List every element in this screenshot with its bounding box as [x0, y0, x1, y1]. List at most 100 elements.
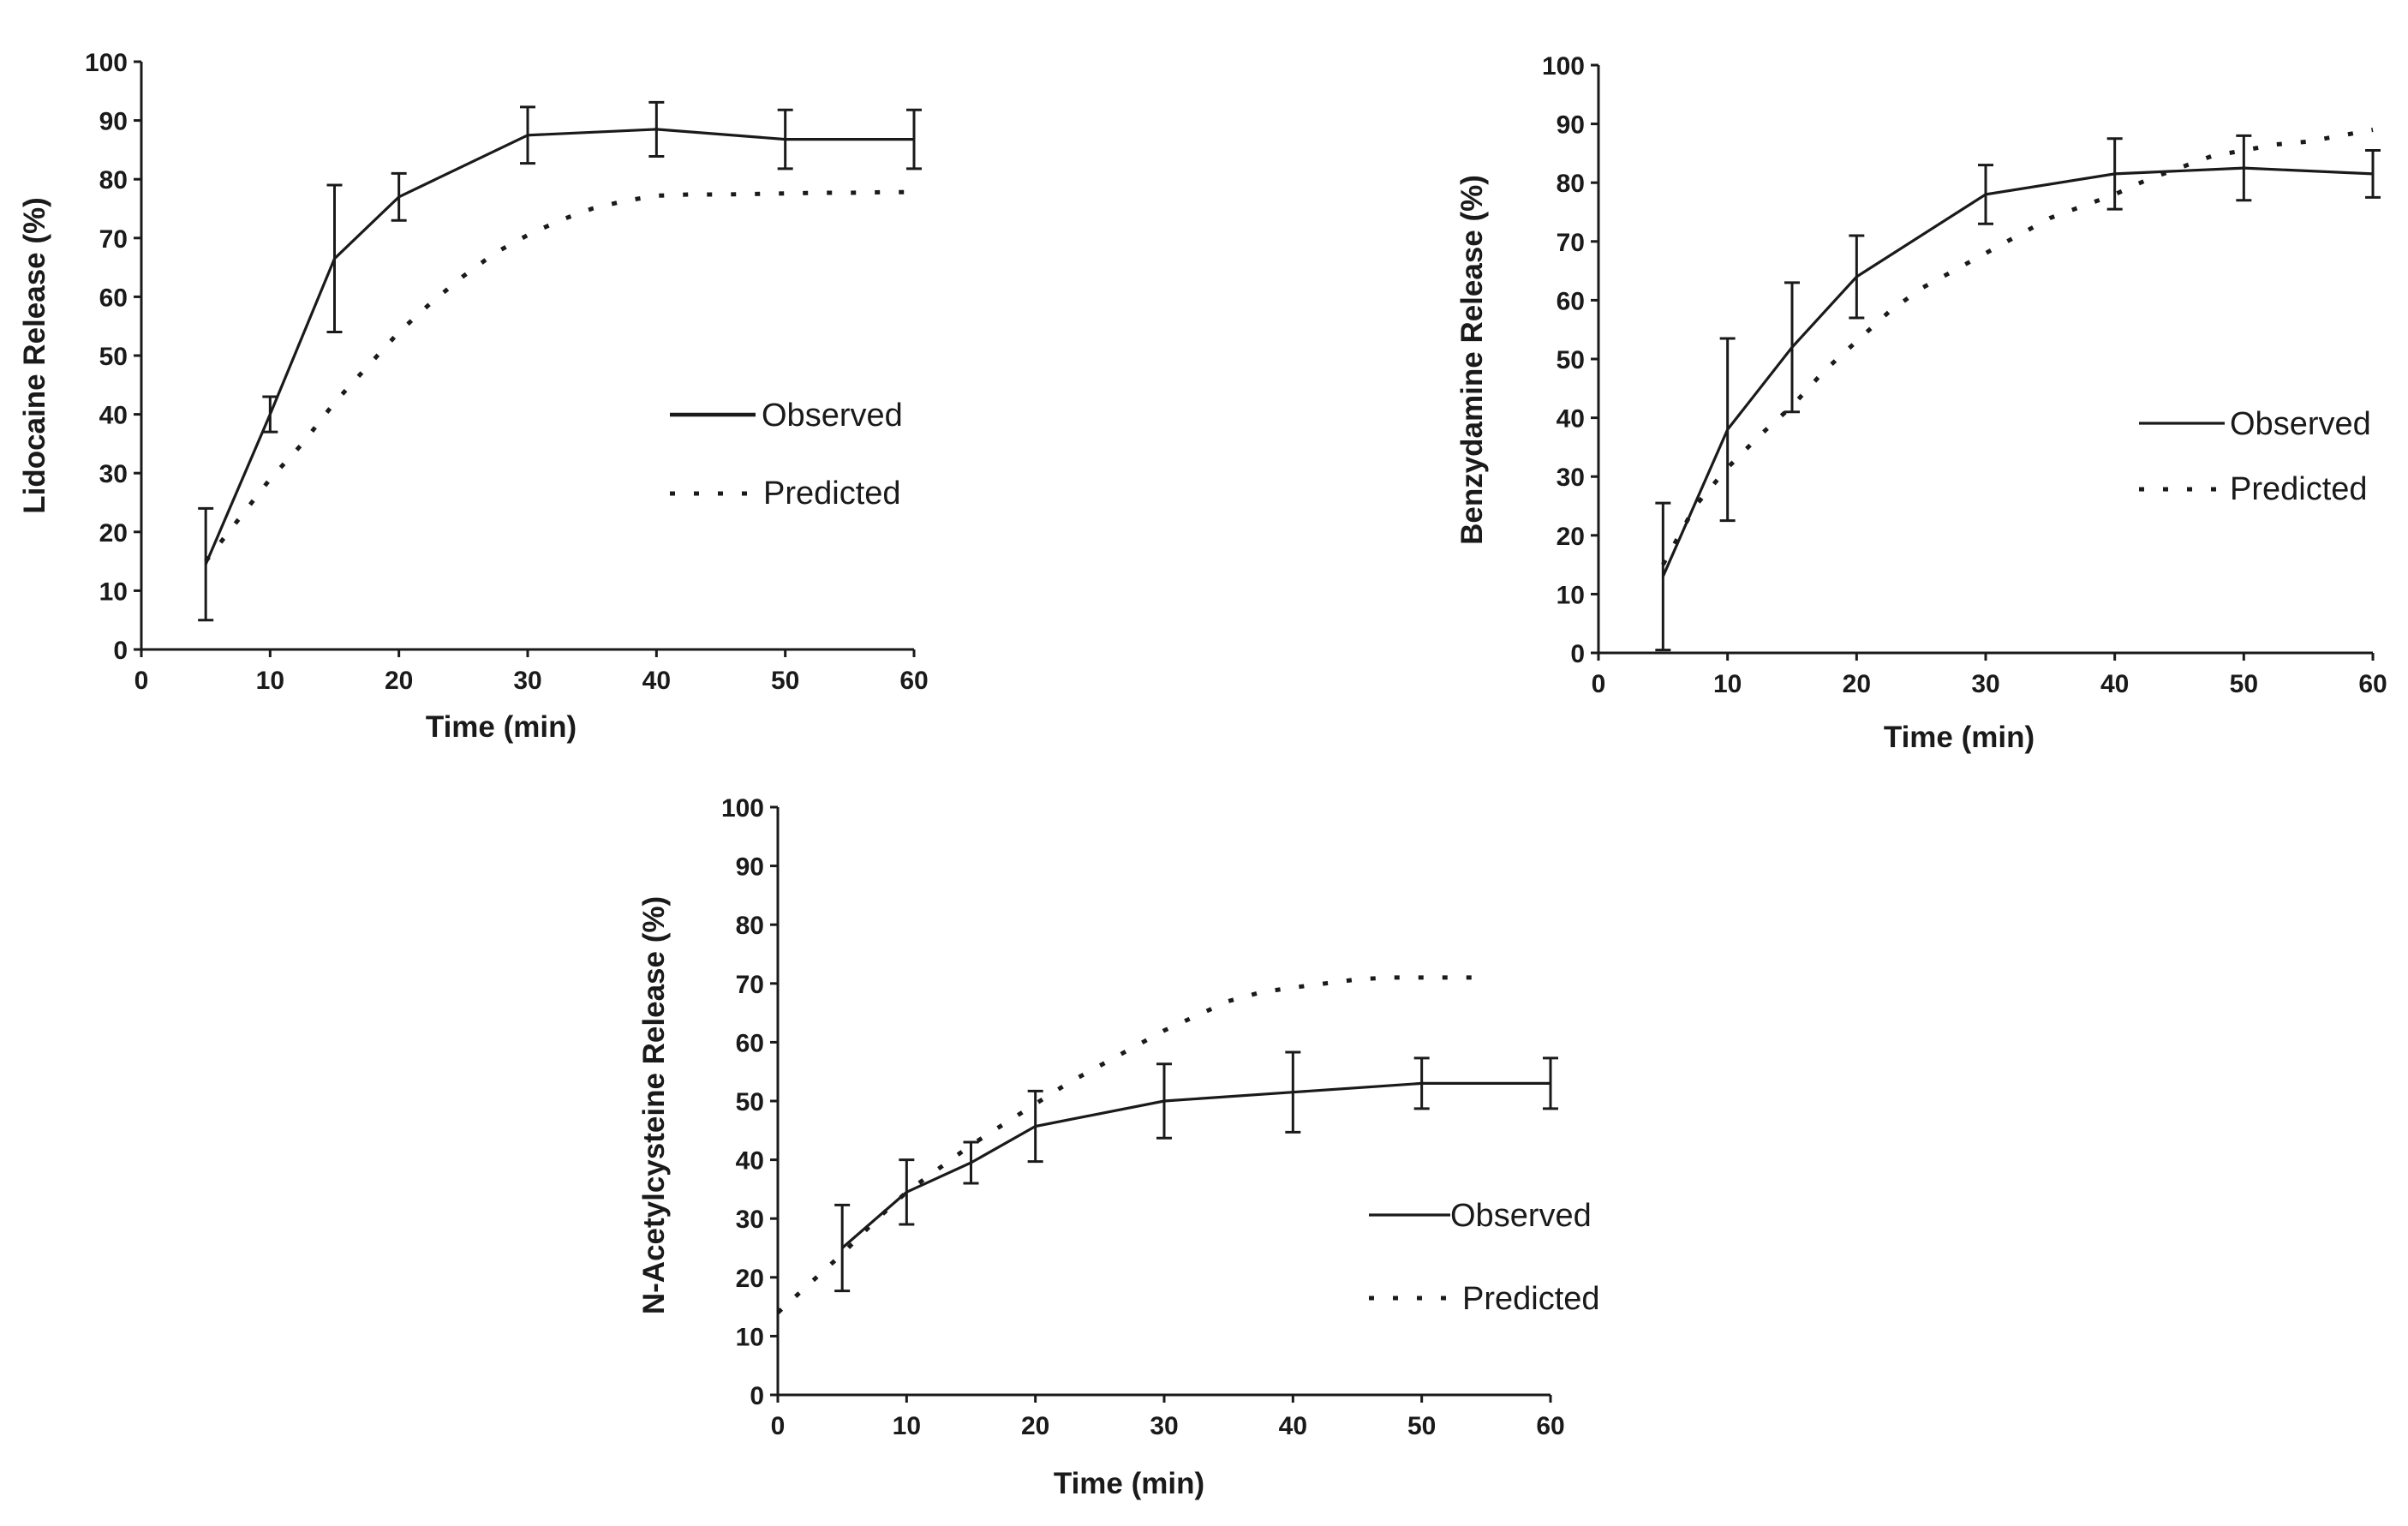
x-tick-label: 30 [1150, 1412, 1178, 1440]
chart-benzydamine: 0 10 20 30 40 50 60 70 80 90 100 0 10 20 30 40 50 60 Ben… [1455, 52, 2387, 754]
y-tick-label: 50 [1557, 346, 1585, 374]
x-tick-label: 40 [642, 667, 671, 695]
legend-predicted-label: Predicted [763, 476, 901, 512]
error-bar [834, 1203, 851, 1293]
x-tick-label: 20 [1021, 1412, 1049, 1440]
x-tick-label: 50 [2230, 670, 2258, 698]
error-bar [1784, 281, 1800, 414]
observed-series-line [841, 1081, 1551, 1249]
y-tick-label: 40 [99, 402, 128, 430]
legend: Observed Predicted [2139, 406, 2371, 507]
error-bar [1413, 1056, 1430, 1110]
x-tick-label: 10 [256, 667, 284, 695]
x-tick-label: 10 [1713, 670, 1742, 698]
y-tick-label: 70 [736, 971, 764, 999]
x-tick-label: 60 [899, 667, 928, 695]
y-tick-label: 50 [736, 1088, 764, 1116]
y-tick-label: 80 [736, 912, 764, 940]
y-tick-label: 20 [99, 519, 128, 548]
y-tick-label: 100 [721, 794, 764, 823]
y-tick-label: 70 [99, 225, 128, 254]
y-tick-label: 90 [1557, 111, 1585, 140]
x-tick-label: 30 [513, 667, 541, 695]
error-bar [899, 1158, 915, 1226]
error-bar [1655, 501, 1671, 652]
error-bar [2236, 134, 2252, 202]
y-tick-label: 80 [1557, 170, 1585, 198]
x-tick-label: 40 [2100, 670, 2129, 698]
y-tick-label: 0 [1570, 640, 1585, 668]
x-tick-label: 60 [1536, 1412, 1564, 1440]
y-tick-label: 100 [85, 49, 128, 77]
error-bar [2365, 148, 2381, 199]
legend-predicted-label: Predicted [1462, 1281, 1600, 1317]
x-tick-label: 50 [771, 667, 799, 695]
y-tick-label: 60 [99, 284, 128, 312]
y-axis-title: N-Acetylcysteine Release (%) [637, 896, 671, 1314]
y-tick-label: 40 [736, 1147, 764, 1176]
x-axis-title: Time (min) [426, 710, 577, 744]
observed-series-line [1661, 166, 2374, 577]
error-bar [1849, 234, 1865, 320]
chart-lidocaine: 0 10 20 30 40 50 60 70 80 90 100 0 10 20 30 40 50 60 Lid… [18, 49, 929, 744]
y-tick-label: 90 [736, 853, 764, 882]
error-bar [1156, 1062, 1172, 1140]
y-tick-label: 90 [99, 108, 128, 136]
y-tick-label: 60 [736, 1029, 764, 1057]
error-bar [1285, 1050, 1301, 1134]
y-tick-label: 30 [99, 460, 128, 488]
y-tick-label: 100 [1542, 52, 1585, 81]
y-tick-label: 0 [750, 1382, 764, 1410]
legend-observed-label: Observed [2230, 406, 2371, 442]
chart-n-acetylcysteine: 0 10 20 30 40 50 60 70 80 90 100 0 10 20 30 40 50 60 N-A… [637, 794, 1600, 1500]
legend-predicted-label: Predicted [2230, 471, 2368, 507]
legend-observed-label: Observed [762, 398, 903, 434]
error-bar [1543, 1056, 1558, 1110]
y-tick-label: 60 [1557, 287, 1585, 315]
x-tick-label: 0 [771, 1412, 786, 1440]
y-tick-label: 10 [1557, 581, 1585, 609]
error-bar [391, 171, 407, 222]
y-tick-label: 30 [736, 1206, 764, 1234]
predicted-series-line [1661, 128, 2374, 566]
error-bar [777, 108, 793, 171]
error-bar [1027, 1089, 1043, 1164]
error-bar [1719, 337, 1736, 523]
x-tick-label: 20 [385, 667, 413, 695]
x-tick-label: 10 [893, 1412, 921, 1440]
legend: Observed Predicted [1369, 1198, 1600, 1317]
predicted-series-line [776, 975, 1486, 1314]
error-bar [906, 108, 922, 171]
y-axis-title: Lidocaine Release (%) [18, 197, 51, 514]
legend-observed-label: Observed [1450, 1198, 1592, 1234]
x-tick-label: 0 [134, 667, 149, 695]
x-tick-label: 20 [1843, 670, 1871, 698]
x-tick-label: 0 [1592, 670, 1606, 698]
y-tick-label: 80 [99, 166, 128, 194]
y-tick-label: 50 [99, 343, 128, 371]
error-bar [2106, 137, 2123, 211]
y-tick-label: 30 [1557, 464, 1585, 492]
observed-series-line [204, 128, 914, 566]
x-tick-label: 50 [1407, 1412, 1436, 1440]
x-axis-title: Time (min) [1884, 721, 2035, 754]
error-bar [963, 1140, 979, 1185]
x-axis-title: Time (min) [1054, 1467, 1204, 1500]
error-bar [648, 100, 665, 158]
error-bar [1978, 164, 1993, 225]
x-tick-label: 60 [2358, 670, 2387, 698]
error-bar [520, 105, 535, 165]
y-axis-title: Benzydamine Release (%) [1455, 175, 1489, 545]
y-tick-label: 10 [736, 1323, 764, 1351]
y-tick-label: 0 [113, 637, 128, 665]
y-tick-label: 40 [1557, 405, 1585, 434]
x-tick-label: 40 [1279, 1412, 1307, 1440]
error-bar [262, 395, 278, 434]
y-tick-label: 10 [99, 577, 128, 606]
error-bar [198, 506, 214, 622]
error-bar [326, 183, 343, 334]
y-tick-label: 20 [736, 1265, 764, 1293]
y-tick-label: 70 [1557, 229, 1585, 257]
x-tick-label: 30 [1971, 670, 1999, 698]
